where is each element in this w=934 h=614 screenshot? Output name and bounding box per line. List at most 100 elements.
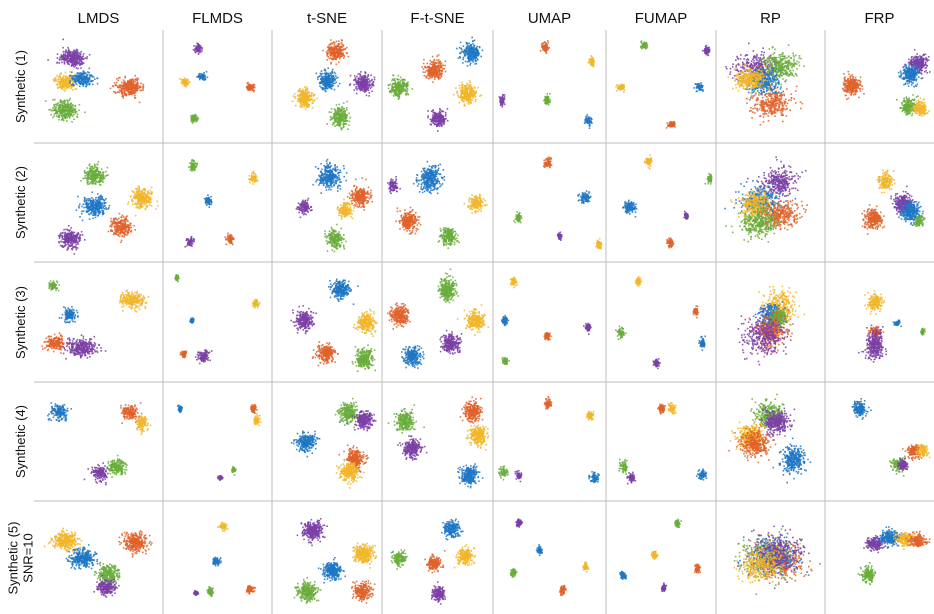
point [121, 85, 123, 87]
point [97, 83, 99, 85]
point [72, 75, 74, 77]
point [331, 71, 333, 73]
point [131, 79, 133, 81]
point [331, 108, 333, 110]
point [88, 84, 90, 86]
point [463, 98, 465, 100]
point [304, 86, 306, 88]
point [54, 113, 56, 115]
point [442, 111, 444, 113]
point [304, 103, 306, 105]
point [61, 88, 63, 90]
point [356, 93, 358, 95]
point [307, 95, 309, 97]
point [350, 75, 352, 77]
point [348, 113, 350, 115]
cluster-green [388, 74, 414, 100]
point [436, 76, 438, 78]
point [332, 86, 334, 88]
point [616, 90, 618, 92]
point [453, 94, 455, 96]
point [124, 93, 126, 95]
point [370, 75, 372, 77]
point [83, 75, 85, 77]
point [545, 101, 547, 103]
point [388, 88, 390, 90]
point [328, 86, 330, 88]
cluster-green [543, 93, 551, 105]
point [61, 62, 63, 64]
point [207, 77, 209, 79]
point [474, 58, 476, 60]
point [66, 76, 68, 78]
point [427, 115, 429, 117]
point [334, 108, 336, 110]
point [440, 77, 442, 79]
point [62, 105, 64, 107]
point [466, 43, 468, 45]
point [425, 76, 427, 78]
point [330, 85, 332, 87]
point [439, 114, 441, 116]
point [469, 46, 471, 48]
point [115, 84, 117, 86]
point [76, 83, 78, 85]
point [189, 81, 191, 83]
point [623, 86, 625, 88]
point [85, 86, 87, 88]
point [589, 127, 591, 129]
point [438, 59, 440, 61]
point [69, 106, 71, 108]
point [327, 53, 329, 55]
point [191, 117, 193, 119]
point [336, 82, 338, 84]
point [442, 68, 444, 70]
point [334, 125, 336, 127]
point [342, 45, 344, 47]
point [621, 87, 623, 89]
point [364, 71, 366, 73]
point [66, 58, 68, 60]
point [73, 118, 75, 120]
point [52, 117, 54, 119]
point [542, 46, 544, 48]
point [433, 68, 435, 70]
point [67, 52, 69, 54]
point [468, 57, 470, 59]
point [83, 70, 85, 72]
point [398, 98, 400, 100]
point [198, 53, 200, 55]
point [465, 51, 467, 53]
point [585, 120, 587, 122]
point [461, 98, 463, 100]
point [54, 78, 56, 80]
point [460, 42, 462, 44]
point [357, 81, 359, 83]
point [470, 102, 472, 104]
point [442, 70, 444, 72]
point [434, 70, 436, 72]
point [140, 83, 142, 85]
point [584, 123, 586, 125]
point [87, 71, 89, 73]
point [69, 116, 71, 118]
point [120, 90, 122, 92]
point [331, 112, 333, 114]
point [130, 86, 132, 88]
point [334, 44, 336, 46]
point [437, 72, 439, 74]
point [334, 111, 336, 113]
point [336, 47, 338, 49]
point [441, 62, 443, 64]
point [74, 110, 76, 112]
point [366, 88, 368, 90]
point [341, 39, 343, 41]
point [110, 88, 112, 90]
point [391, 88, 393, 90]
point [56, 80, 58, 82]
point [365, 90, 367, 92]
point [301, 95, 303, 97]
point [706, 49, 708, 51]
point [476, 52, 478, 54]
point [333, 113, 335, 115]
